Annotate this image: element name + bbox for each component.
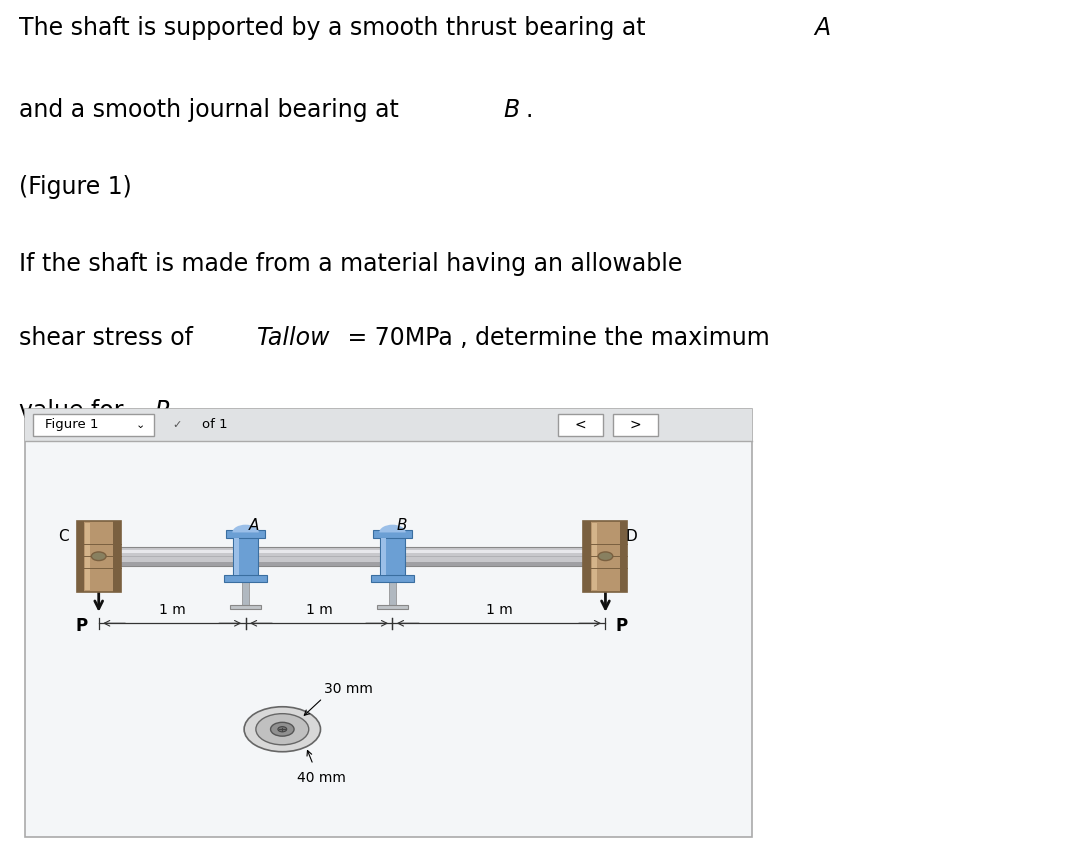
Text: If the shaft is made from a material having an allowable: If the shaft is made from a material hav… — [19, 253, 683, 276]
Bar — [97, 547, 607, 566]
Bar — [97, 550, 607, 554]
Bar — [85, 523, 91, 589]
Bar — [389, 582, 395, 605]
Text: 1 m: 1 m — [486, 603, 512, 617]
Text: 30 mm: 30 mm — [324, 682, 373, 695]
Text: 1 m: 1 m — [159, 603, 186, 617]
Text: <: < — [575, 418, 586, 432]
Bar — [25, 410, 753, 441]
Text: Figure 1: Figure 1 — [45, 418, 98, 432]
FancyBboxPatch shape — [32, 414, 153, 437]
Text: = 70MPa , determine the maximum: = 70MPa , determine the maximum — [340, 326, 770, 349]
Bar — [380, 536, 405, 576]
Text: >: > — [630, 418, 642, 432]
Circle shape — [278, 727, 286, 732]
Bar — [583, 521, 627, 592]
Text: A: A — [814, 16, 831, 41]
Text: A: A — [249, 517, 259, 533]
Bar — [620, 521, 627, 592]
Bar — [224, 575, 268, 582]
Text: P: P — [154, 399, 168, 423]
Bar — [370, 575, 415, 582]
Bar — [374, 530, 411, 538]
Bar — [242, 582, 248, 605]
Wedge shape — [379, 525, 406, 533]
Bar — [77, 521, 84, 592]
Text: of 1: of 1 — [202, 418, 227, 432]
Circle shape — [598, 552, 612, 561]
Text: B: B — [396, 517, 407, 533]
Circle shape — [244, 706, 321, 751]
FancyBboxPatch shape — [557, 414, 604, 437]
Text: B: B — [503, 98, 519, 122]
Wedge shape — [232, 525, 259, 533]
Bar — [227, 530, 265, 538]
FancyBboxPatch shape — [25, 410, 753, 837]
Circle shape — [92, 552, 106, 561]
Bar — [591, 521, 620, 592]
Bar — [113, 521, 121, 592]
Bar — [97, 562, 607, 566]
FancyBboxPatch shape — [612, 414, 659, 437]
Text: ✓: ✓ — [172, 420, 181, 430]
Bar — [230, 605, 261, 610]
Text: and a smooth journal bearing at: and a smooth journal bearing at — [19, 98, 415, 122]
Bar — [84, 521, 113, 592]
Bar — [77, 521, 121, 592]
Text: ⌄: ⌄ — [135, 420, 145, 430]
Bar — [592, 523, 597, 589]
Text: (Figure 1): (Figure 1) — [19, 175, 132, 199]
Text: D: D — [625, 529, 637, 544]
Bar — [381, 538, 386, 575]
Bar — [233, 536, 258, 576]
Text: .: . — [526, 98, 534, 122]
Text: The shaft is supported by a smooth thrust bearing at: The shaft is supported by a smooth thrus… — [19, 16, 661, 41]
Text: C: C — [58, 529, 69, 544]
Text: Tallow: Tallow — [257, 326, 330, 349]
Text: value for: value for — [19, 399, 139, 423]
Bar — [583, 521, 591, 592]
Circle shape — [271, 722, 294, 736]
Text: P: P — [616, 616, 627, 635]
Text: 1 m: 1 m — [306, 603, 333, 617]
Text: shear stress of: shear stress of — [19, 326, 208, 349]
Bar — [377, 605, 408, 610]
Text: P: P — [76, 616, 87, 635]
Bar — [234, 538, 239, 575]
Circle shape — [256, 714, 309, 745]
Text: 40 mm: 40 mm — [297, 771, 346, 784]
